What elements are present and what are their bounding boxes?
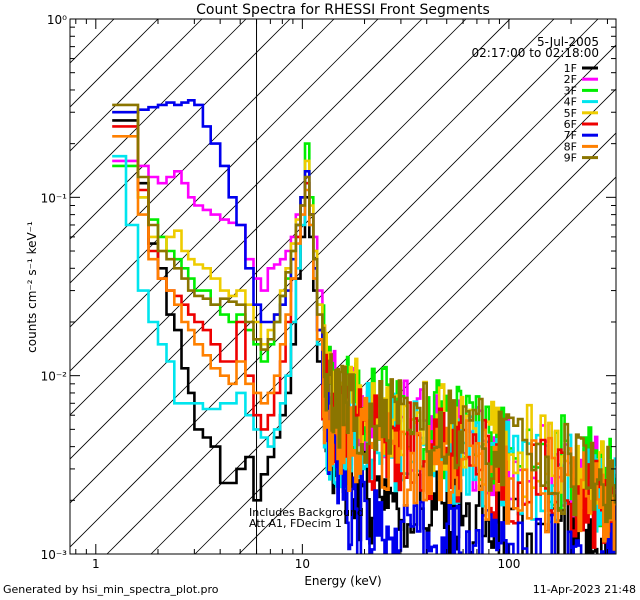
legend-label-5F: 5F [564,107,577,120]
x-axis-label: Energy (keV) [304,574,381,588]
date-label: 5-Jul-2005 [537,35,599,49]
annotation: Att A1, FDecim 1 [249,517,342,530]
hatch-line [70,19,159,108]
x-tick-label: 100 [497,557,520,571]
hatch-line [70,19,291,240]
legend-label-9F: 9F [564,152,577,165]
y-tick-label: 10⁻³ [41,548,68,562]
y-axis-label: counts cm⁻² s⁻¹ keV⁻¹ [25,221,39,353]
legend-label-2F: 2F [564,73,577,86]
hatch-line [70,19,423,372]
hatch-line [150,88,616,554]
x-tick-label: 1 [92,557,100,571]
plot-frame [69,18,617,555]
series-9F [112,103,616,524]
y-tick-label: 10⁻² [41,370,68,384]
legend-label-1F: 1F [564,62,577,75]
legend-label-4F: 4F [564,96,577,109]
time-range-label: 02:17:00 to 02:18:00 [472,46,599,60]
hatch-line [70,19,115,64]
hatch-line [106,44,616,554]
series-lines [112,99,616,554]
series-1F [112,119,616,554]
y-tick-label: 10⁰ [47,13,67,27]
axis-ticks: 1 10 100 10⁻³ 10⁻² 10⁻¹ 10⁰ [41,13,616,571]
hatch-line [70,19,335,284]
legend-label-6F: 6F [564,118,577,131]
hatch-line [70,19,203,152]
chart-title: Count Spectra for RHESSI Front Segments [196,2,490,18]
legend-label-3F: 3F [564,84,577,97]
x-tick-label: 10 [295,557,310,571]
series-7F [112,99,616,554]
annotation: Includes Background [249,506,364,519]
legend-label-8F: 8F [564,140,577,153]
hatch-line [70,19,467,416]
footer-timestamp: 11-Apr-2023 21:48 [532,583,636,596]
y-tick-label: 10⁻¹ [41,191,68,205]
hatch-line [194,132,616,554]
hatch-line [70,19,511,460]
hatch-line [70,19,379,328]
legend-label-7F: 7F [564,129,577,142]
footer-generated-by: Generated by hsi_min_spectra_plot.pro [3,583,219,596]
hatch-line [70,19,599,548]
